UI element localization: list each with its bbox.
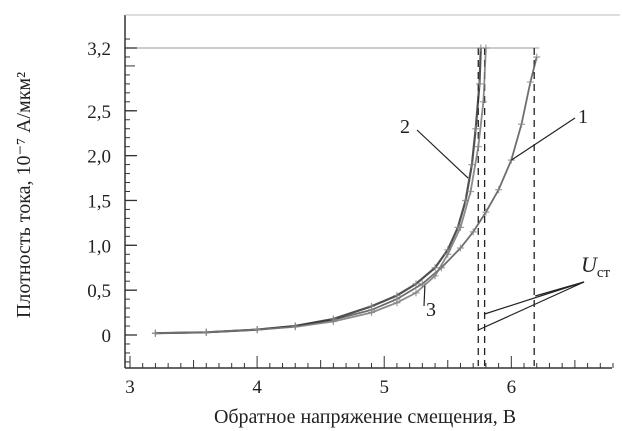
- y-tick-label: 2,5: [87, 102, 111, 123]
- series-point-3: [253, 326, 261, 334]
- curve-leader-2: [416, 129, 469, 179]
- series-point-2: [393, 292, 401, 300]
- y-tick-label: 1,0: [87, 236, 111, 257]
- plot-area: [124, 14, 620, 369]
- series-point-1: [456, 244, 464, 252]
- series-point-3: [431, 272, 439, 280]
- breakdown-voltage-subscript: ст: [597, 265, 611, 281]
- y-tick-label: 1,5: [87, 191, 111, 212]
- series-point-3: [291, 323, 299, 331]
- series-point-2: [476, 80, 484, 88]
- series-point-3: [202, 328, 210, 336]
- series-point-3: [368, 309, 375, 317]
- x-ticks: 3 4 5 6: [125, 356, 614, 398]
- annotations: 2 1 3 Uст: [400, 106, 611, 331]
- series-point-3: [329, 318, 337, 326]
- series-point-2: [368, 302, 375, 310]
- breakdown-voltage-label: Uст: [581, 252, 611, 281]
- series-point-3: [482, 44, 490, 52]
- y-tick-label: 0,5: [87, 281, 111, 302]
- series-line-3: [155, 47, 487, 335]
- x-tick-label: 4: [252, 377, 262, 398]
- series-line-2: [155, 47, 482, 335]
- x-tick-label: 3: [125, 377, 135, 398]
- curve-label-1: 1: [578, 106, 588, 128]
- series-point-2: [468, 161, 476, 169]
- series-point-3: [412, 289, 420, 297]
- x-tick-label: 5: [379, 377, 389, 398]
- series-group: [151, 44, 541, 337]
- x-axis-title: Обратное напряжение смещения, В: [214, 406, 516, 428]
- series-point-1: [533, 53, 541, 61]
- y-axis-title: Плотность тока, 10⁻⁷ А/мкм²: [13, 72, 35, 318]
- curve-leader-1: [510, 117, 576, 161]
- y-tick-label: 0: [102, 326, 112, 347]
- breakdown-dashed-lines: [477, 48, 535, 366]
- series-point-2: [431, 264, 439, 272]
- x-tick-label: 6: [507, 377, 517, 398]
- series-point-1: [495, 186, 503, 194]
- series-point-1: [469, 228, 477, 236]
- y-tick-label: 2,0: [87, 147, 111, 168]
- series-point-3: [456, 223, 464, 231]
- series-point-3: [479, 98, 487, 106]
- breakdown-leader: [478, 281, 585, 331]
- series-point-3: [444, 250, 452, 258]
- breakdown-leader: [535, 281, 585, 297]
- series-point-2: [412, 280, 420, 288]
- curve-leader-3: [423, 285, 426, 307]
- series-point-3: [151, 329, 159, 337]
- y-tick-label: 3,2: [87, 39, 111, 60]
- series-point-3: [467, 188, 475, 195]
- curve-label-3: 3: [426, 299, 436, 321]
- series-point-1: [517, 120, 525, 128]
- series-point-3: [393, 299, 401, 307]
- series-point-1: [526, 78, 534, 86]
- series-point-1: [482, 208, 490, 216]
- y-ticks: 0 0,5 1,0 1,5 2,0 2,5 3,2: [87, 38, 137, 363]
- curve-label-2: 2: [400, 116, 410, 138]
- series-point-3: [474, 143, 482, 151]
- series-line-1: [155, 56, 538, 335]
- series-point-2: [472, 125, 480, 133]
